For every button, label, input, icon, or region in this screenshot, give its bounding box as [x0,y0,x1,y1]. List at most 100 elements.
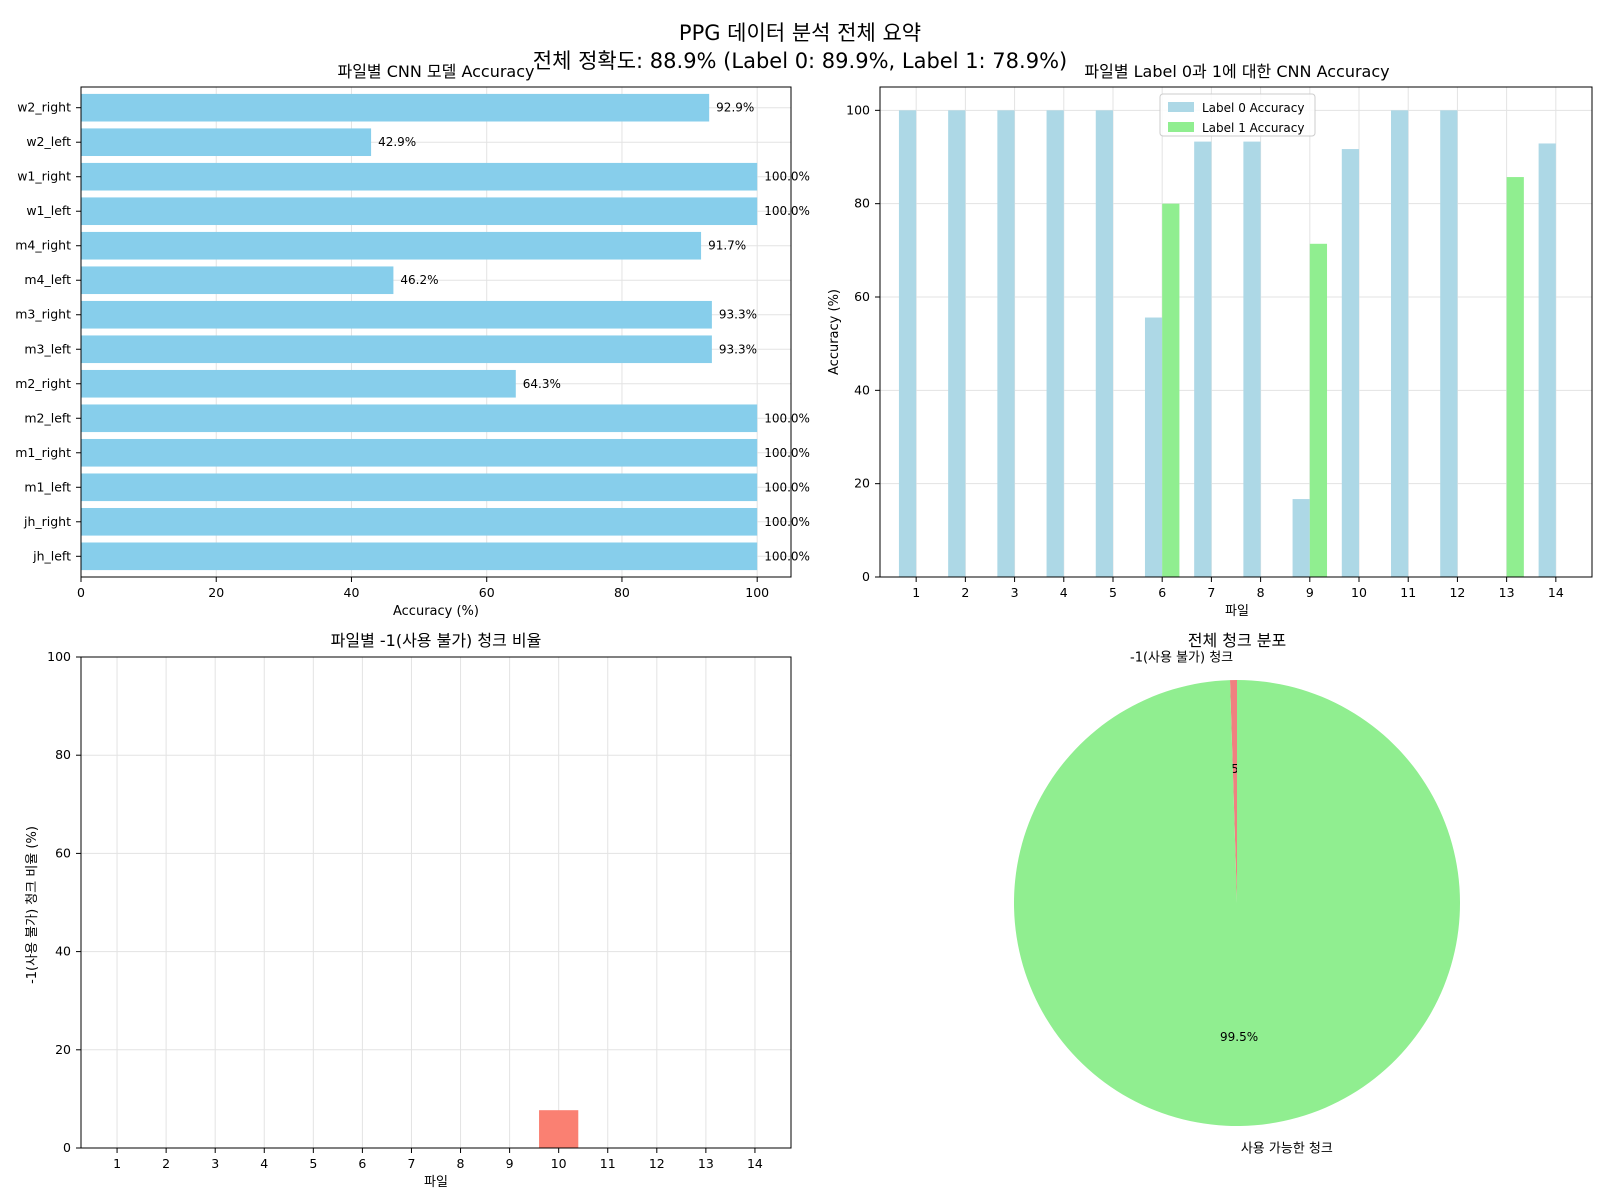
panel1-value-label: 100.0% [764,204,810,218]
panel3-bar [539,1110,579,1148]
panel1-value-label: 100.0% [764,515,810,529]
panel3-xtick-label: 14 [747,1156,763,1171]
panel1-bar [81,162,758,191]
panel2-axes-frame [879,86,1593,578]
panel2-bar-series-1 [1309,243,1328,578]
panel1-bar [81,231,702,260]
panel2-bar-series-0 [1390,110,1409,577]
panel2-xtick-label: 8 [1257,585,1265,600]
panel1-value-label: 46.2% [400,273,438,287]
panel2-bar-series-0 [1243,141,1261,577]
panel1-bar [81,128,372,157]
panel3-xtick-label: 10 [551,1156,567,1171]
panel2-ytick-label: 0 [862,569,870,584]
panel1-ytick-label: w2_right [17,100,71,115]
panel2-ytick-label: 80 [854,196,870,211]
panel2-bar-series-1 [1162,203,1180,577]
panel1-ytick-label: w1_right [17,169,71,184]
panel1-xtick-label: 0 [77,585,85,600]
panel1-value-label: 100.0% [764,446,810,460]
panel2-title: 파일별 Label 0과 1에 대한 CNN Accuracy [1084,62,1389,81]
panel3-xtick-label: 3 [211,1156,219,1171]
panel1-ytick-label: m4_left [24,272,71,287]
panel1-bar [81,473,758,502]
panel2-xtick-label: 12 [1449,585,1465,600]
panel3-ytick-label: 80 [55,747,71,762]
panel1-value-label: 91.7% [708,239,746,253]
panel1-ytick-label: jh_right [23,514,71,529]
suptitle-line-1: PPG 데이터 분석 전체 요약 [679,21,921,45]
panel3-title: 파일별 -1(사용 불가) 청크 비율 [331,631,542,650]
panel2-ytick-label: 100 [846,102,870,117]
panel1-bar [81,266,394,295]
panel1-bar [81,404,758,433]
panel2-xtick-label: 10 [1351,585,1367,600]
panel2-bar-series-0 [1440,110,1458,577]
panel3-xtick-label: 13 [698,1156,714,1171]
panel1-xtick-label: 40 [344,585,360,600]
panel1-ytick-label: w1_left [26,203,71,218]
panel2-xtick-label: 1 [912,585,920,600]
pie-slice [1229,680,1237,903]
panel1-ytick-label: m1_right [15,445,71,460]
pie-slice-label: 사용 가능한 청크 [1241,1141,1333,1156]
pie-percent-label: 99.5% [1220,1030,1258,1044]
panel2-ytick-label: 60 [854,289,870,304]
panel2-xtick-label: 7 [1207,585,1215,600]
panel1-ytick-label: m2_right [15,376,71,391]
panel2-ytick-label: 40 [854,382,870,397]
panel3-ytick-label: 100 [47,649,71,664]
panel3-ytick-label: 60 [55,845,71,860]
panel1-bar [81,300,712,329]
pie-slice-label: -1(사용 불가) 청크 [1130,651,1233,666]
panel2-bar-series-0 [1194,141,1212,577]
panel1-ytick-label: w2_left [26,134,71,149]
panel-unusable-chunk-ratio: 파일별 -1(사용 불가) 청크 비율 파일 -1(사용 불가) 청크 비율 (… [25,631,792,1190]
panel2-bar-series-0 [997,110,1015,577]
panel1-xtick-label: 20 [208,585,224,600]
panel3-axes-frame [80,656,792,1149]
panel3-xtick-label: 12 [649,1156,665,1171]
panel2-xtick-label: 14 [1548,585,1564,600]
panel1-xtick-label: 80 [614,585,630,600]
panel2-xlabel: 파일 [1225,604,1249,619]
panel1-ytick-label: jh_left [32,548,71,563]
panel2-bar-series-1 [1506,177,1524,578]
panel2-xtick-label: 5 [1109,585,1117,600]
suptitle-line-2: 전체 정확도: 88.9% (Label 0: 89.9%, Label 1: … [533,49,1067,73]
panel1-axes-frame [80,86,792,578]
panel1-ytick-label: m3_left [24,341,71,356]
panel2-legend-box [1159,93,1316,137]
panel3-ytick-label: 0 [63,1140,71,1155]
panel2-ytick-label: 20 [854,476,870,491]
panel3-xtick-label: 4 [260,1156,268,1171]
panel1-bar [81,93,710,122]
panel1-bar [81,197,758,226]
panel2-legend-swatch [1168,102,1194,112]
panel2-xtick-label: 9 [1306,585,1314,600]
panel2-bar-series-0 [1144,317,1163,577]
panel1-bar [81,438,758,467]
panel1-value-label: 100.0% [764,480,810,494]
panel1-xtick-label: 100 [745,585,769,600]
panel2-ylabel: Accuracy (%) [827,289,842,375]
panel3-xtick-label: 11 [600,1156,616,1171]
panel2-legend: Label 0 Accuracy Label 1 Accuracy [1159,93,1316,137]
panel1-value-label: 100.0% [764,411,810,425]
panel1-bar [81,369,516,398]
panel1-xtick-label: 60 [479,585,495,600]
panel1-title: 파일별 CNN 모델 Accuracy [337,62,534,81]
panel4-title: 전체 청크 분포 [1188,631,1287,650]
panel2-xtick-label: 4 [1060,585,1068,600]
panel3-ylabel: -1(사용 불가) 청크 비율 (%) [25,826,40,984]
panel2-bar-series-0 [1341,149,1360,578]
panel2-bar-series-0 [1538,143,1556,577]
panel2-bar-series-0 [898,110,917,577]
panel3-xtick-label: 1 [113,1156,121,1171]
panel2-xtick-label: 6 [1158,585,1166,600]
panel3-xtick-label: 9 [506,1156,514,1171]
panel1-bar [81,507,758,536]
panel2-bar-series-0 [948,110,966,577]
